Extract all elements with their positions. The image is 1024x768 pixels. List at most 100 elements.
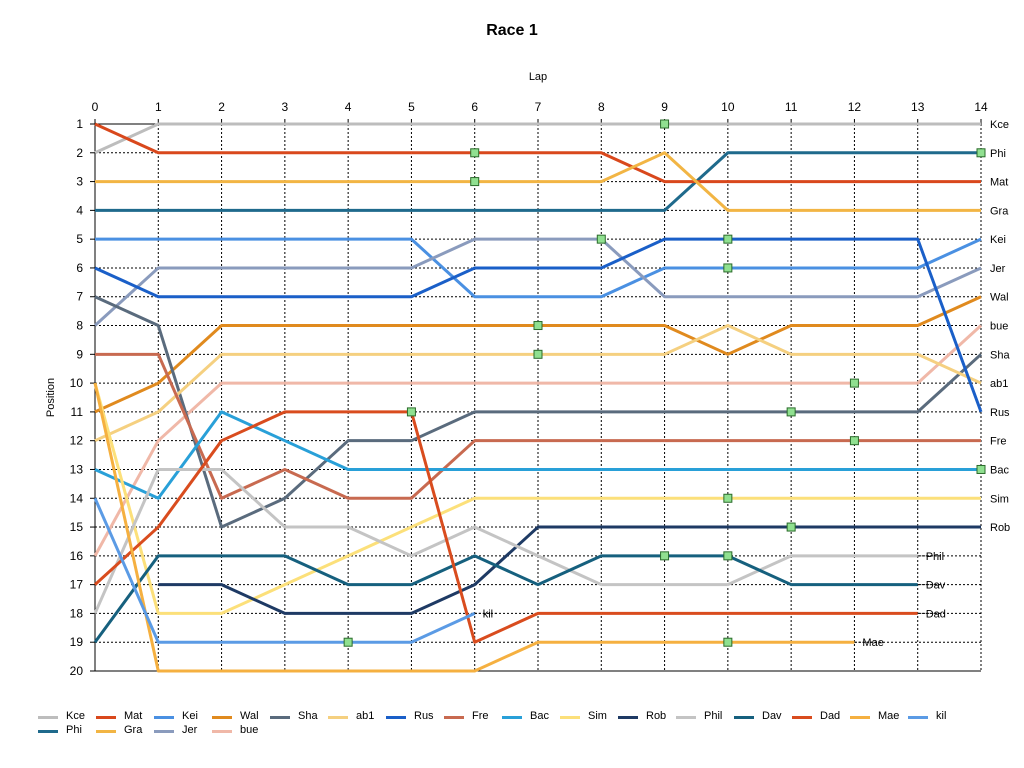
y-tick-label: 10 [70,376,84,390]
x-tick-label: 0 [92,100,99,114]
end-label-sha: Sha [990,349,1010,361]
pit-marker-gra [470,177,480,187]
y-tick-label: 15 [70,520,84,534]
pit-marker-sim [723,493,733,503]
x-tick-label: 1 [155,100,162,114]
y-tick-label: 5 [76,232,83,246]
legend-label: Wal [240,710,259,722]
chart-title: Race 1 [486,22,538,39]
legend-swatch [734,716,754,719]
legend-label: Mae [878,710,900,722]
y-tick-label: 9 [76,347,83,361]
y-tick-label: 2 [76,146,83,160]
end-label-dav: Dav [926,580,946,592]
legend-label: kil [936,710,947,722]
legend-swatch [676,716,696,719]
legend-swatch [154,730,174,733]
series-line-jer [93,237,982,327]
legend-label: bue [240,724,259,736]
pit-marker-rob [786,522,796,532]
x-tick-label: 3 [282,100,289,114]
x-tick-label: 8 [598,100,605,114]
y-tick-label: 16 [70,549,84,563]
end-label-kce: Kce [990,119,1009,131]
legend-label: Bac [530,710,549,722]
legend-label: Mat [124,710,143,722]
x-tick-label: 4 [345,100,352,114]
legend-swatch [96,730,116,733]
series-line-dav [93,554,918,644]
x-tick-label: 5 [408,100,415,114]
legend-swatch [38,716,58,719]
y-tick-label: 6 [76,261,83,275]
legend-label: Dav [762,710,782,722]
end-label-bue: bue [990,321,1008,333]
legend-swatch [908,716,928,719]
end-label-phi: Phi [990,148,1006,160]
series-line-phi [95,151,981,212]
y-tick-label: 20 [70,664,84,678]
y-tick-label: 19 [70,635,84,649]
x-tick-label: 11 [785,100,798,114]
pit-marker-wal [533,321,543,331]
legend-swatch [154,716,174,719]
legend-swatch [560,716,580,719]
end-label-sim: Sim [990,493,1009,505]
pit-marker-dav [660,551,670,561]
series-line-kil [93,497,476,644]
x-tick-label: 2 [218,100,225,114]
series-line-kce [94,122,981,155]
legend-label: Dad [820,710,841,722]
series-line-mat [94,122,981,184]
pit-marker-dad [406,407,416,417]
series-line-bue [93,324,983,557]
series-line-phil [93,467,918,615]
pit-marker-phi [976,148,986,158]
end-label-phil: Phil [926,551,944,563]
legend-swatch [792,716,812,719]
y-tick-label: 11 [71,405,84,419]
legend-label: Phi [66,724,82,736]
legend-swatch [38,730,58,733]
series-line-rob [158,525,981,615]
legend-swatch [270,716,290,719]
pit-marker-kil [343,637,353,647]
end-label-mat: Mat [990,177,1008,189]
pit-marker-kce [660,119,670,129]
series-line-gra [95,151,981,212]
legend-label: ab1 [356,710,375,722]
y-tick-label: 7 [76,290,83,304]
x-tick-label: 12 [848,100,862,114]
x-tick-label: 10 [721,100,735,114]
legend-label: Kce [66,710,85,722]
legend-label: Rus [414,710,434,722]
pit-marker-bac [976,464,986,474]
y-tick-label: 4 [76,203,83,217]
legend-label: Sim [588,710,607,722]
x-tick-label: 9 [661,100,668,114]
end-label-ab1: ab1 [990,378,1008,390]
legend-swatch [444,716,464,719]
end-label-kei: Kei [990,234,1006,246]
end-label-gra: Gra [990,205,1009,217]
end-label-mae: Mae [862,637,883,649]
legend-swatch [96,716,116,719]
end-label-fre: Fre [990,436,1007,448]
pit-marker-sha [786,407,796,417]
pit-marker-dav [723,551,733,561]
legend-label: Fre [472,710,489,722]
legend-swatch [212,730,232,733]
pit-marker-kei [723,263,733,273]
end-label-wal: Wal [990,292,1009,304]
legend-swatch [502,716,522,719]
y-tick-label: 13 [70,462,84,476]
end-label-rob: Rob [990,522,1010,534]
legend-swatch [386,716,406,719]
pit-marker-mae [723,637,733,647]
y-axis-title: Position [45,378,57,417]
x-tick-label: 13 [911,100,925,114]
end-label-dad: Dad [926,608,946,620]
y-tick-label: 1 [76,117,83,131]
y-tick-label: 3 [76,175,83,189]
